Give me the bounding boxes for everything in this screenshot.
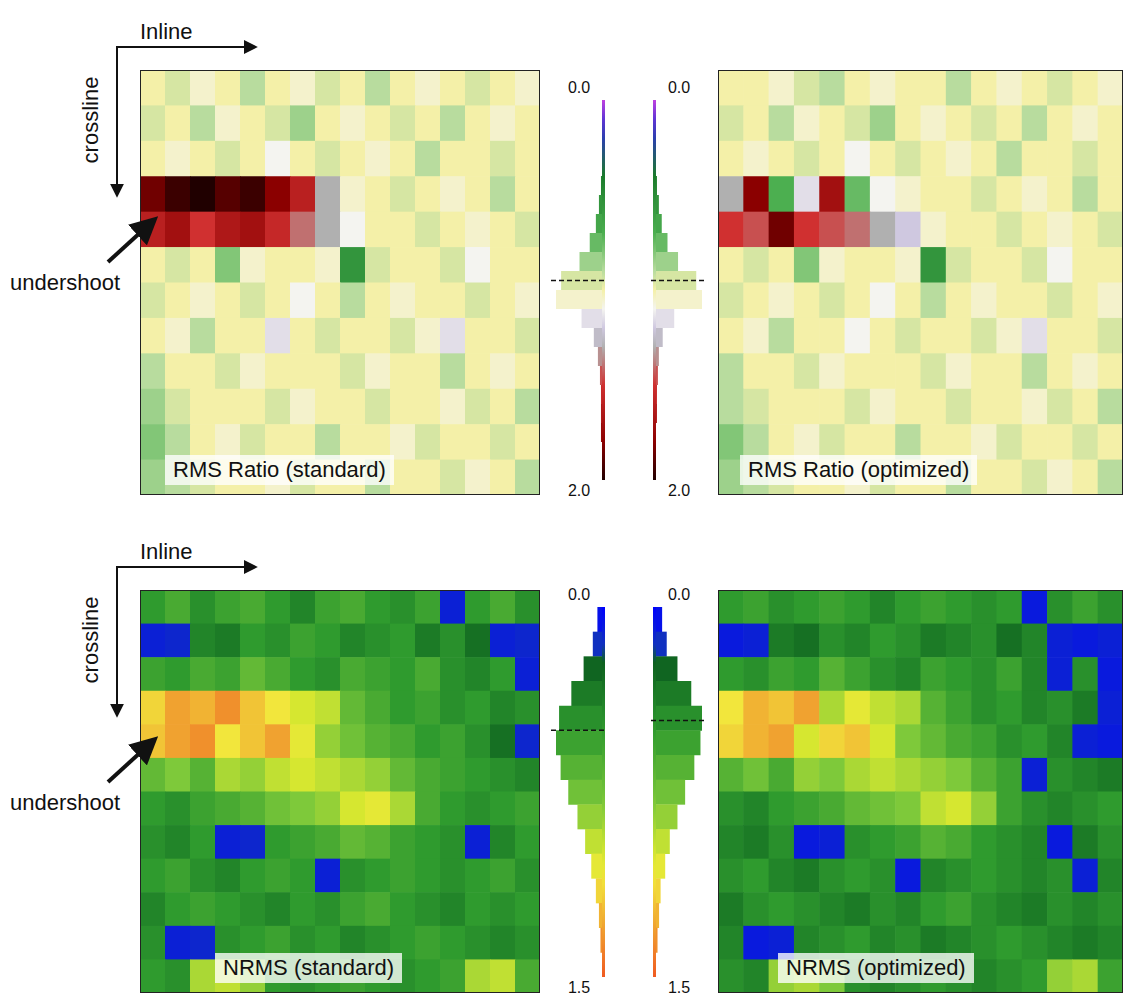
svg-text:crossline: crossline: [78, 597, 103, 684]
svg-text:undershoot: undershoot: [10, 790, 120, 815]
html-text:0.0: 0.0: [567, 79, 591, 96]
html-text:1.5: 1.5: [567, 979, 591, 996]
svg-text:Inline: Inline: [140, 19, 193, 44]
svg-text:Inline: Inline: [140, 539, 193, 564]
html-text:RMS Ratio (standard): RMS Ratio (standard): [173, 457, 386, 482]
html-text:NRMS (optimized): NRMS (optimized): [786, 955, 966, 980]
html-text:2.0: 2.0: [667, 482, 691, 499]
svg-text:crossline: crossline: [78, 77, 103, 164]
html-text:NRMS (standard): NRMS (standard): [223, 955, 395, 980]
html-text:2.0: 2.0: [567, 482, 591, 499]
html-text:RMS Ratio (optimized): RMS Ratio (optimized): [748, 457, 970, 482]
html-text:0.0: 0.0: [567, 586, 591, 603]
html-text:0.0: 0.0: [667, 79, 691, 96]
html-text:0.0: 0.0: [667, 586, 691, 603]
svg-text:undershoot: undershoot: [10, 270, 120, 295]
html-text:1.5: 1.5: [667, 979, 691, 996]
